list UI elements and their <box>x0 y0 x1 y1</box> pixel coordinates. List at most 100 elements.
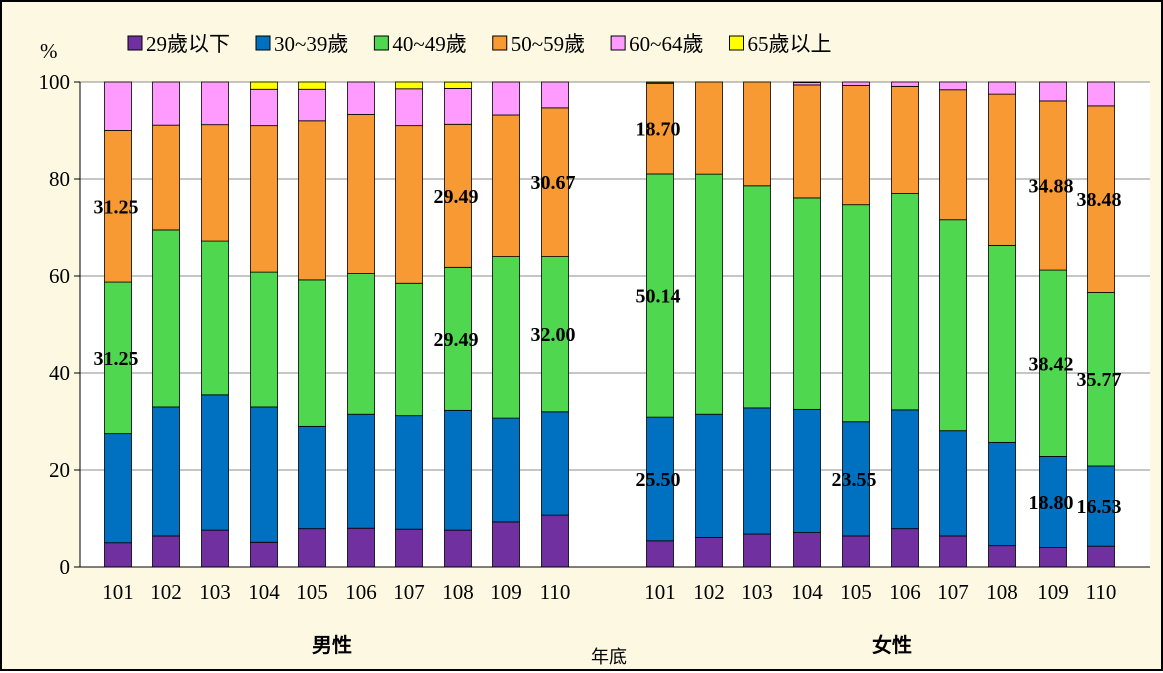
bar-segment-29歲以下 <box>396 529 423 567</box>
bar-segment-60~64歲 <box>989 82 1016 94</box>
legend-label: 40~49歲 <box>392 32 466 56</box>
bar-segment-60~64歲 <box>105 82 132 131</box>
data-label: 16.53 <box>1077 496 1122 518</box>
bar-segment-29歲以下 <box>892 529 919 567</box>
bar-segment-29歲以下 <box>940 536 967 567</box>
bar-segment-29歲以下 <box>445 530 472 567</box>
bar-segment-40~49歲 <box>843 205 870 422</box>
x-tick-label: 109 <box>1037 580 1069 604</box>
data-label: 23.55 <box>832 469 877 491</box>
data-label: 34.88 <box>1029 175 1074 197</box>
legend-label: 65歲以上 <box>748 32 832 56</box>
bar-segment-50~59歲 <box>396 126 423 284</box>
bar-segment-30~39歲 <box>202 395 229 530</box>
bar-segment-30~39歲 <box>445 410 472 530</box>
bar-segment-29歲以下 <box>299 529 326 567</box>
bar-segment-30~39歲 <box>251 407 278 542</box>
bar-segment-65歲以上 <box>396 82 423 89</box>
legend-swatch <box>493 36 507 50</box>
bar-segment-60~64歲 <box>202 82 229 125</box>
x-tick-label: 110 <box>1086 580 1117 604</box>
y-tick-label: 100 <box>39 70 71 94</box>
bar-segment-30~39歲 <box>542 412 569 515</box>
bar-segment-40~49歲 <box>794 198 821 409</box>
y-tick-label: 0 <box>60 555 71 579</box>
bar-segment-40~49歲 <box>396 283 423 415</box>
y-tick-label: 80 <box>49 167 70 191</box>
bar-segment-60~64歲 <box>299 89 326 121</box>
bar-segment-29歲以下 <box>348 528 375 567</box>
bar-segment-40~49歲 <box>251 272 278 407</box>
data-label: 31.25 <box>94 196 139 218</box>
bar-segment-50~59歲 <box>493 115 520 257</box>
bar-segment-60~64歲 <box>445 88 472 124</box>
x-tick-label: 107 <box>937 580 969 604</box>
bar-segment-29歲以下 <box>647 541 674 567</box>
bar-segment-60~64歲 <box>493 82 520 115</box>
legend-label: 50~59歲 <box>511 32 585 56</box>
x-tick-label: 104 <box>791 580 823 604</box>
bar-segment-29歲以下 <box>989 546 1016 567</box>
bar-segment-50~59歲 <box>843 85 870 204</box>
legend-label: 29歲以下 <box>146 32 230 56</box>
bar-segment-60~64歲 <box>892 82 919 86</box>
bar-segment-30~39歲 <box>493 418 520 522</box>
x-tick-label: 104 <box>248 580 280 604</box>
bar-segment-29歲以下 <box>794 533 821 567</box>
bar-segment-50~59歲 <box>202 125 229 241</box>
bar-segment-30~39歲 <box>892 410 919 529</box>
bar-segment-29歲以下 <box>251 542 278 567</box>
bar-segment-40~49歲 <box>892 194 919 410</box>
legend-swatch <box>256 36 270 50</box>
bar-segment-60~64歲 <box>348 82 375 114</box>
bar-segment-60~64歲 <box>153 82 180 125</box>
legend-label: 60~64歲 <box>629 32 703 56</box>
bar-segment-50~59歲 <box>989 94 1016 245</box>
legend-swatch <box>128 36 142 50</box>
x-tick-label: 102 <box>693 580 725 604</box>
bar-segment-30~39歲 <box>153 407 180 536</box>
legend-swatch <box>730 36 744 50</box>
data-label: 18.80 <box>1029 492 1074 514</box>
data-label: 29.49 <box>434 186 479 208</box>
x-tick-label: 103 <box>199 580 231 604</box>
x-tick-label: 102 <box>150 580 182 604</box>
data-label: 18.70 <box>636 119 681 141</box>
bar-segment-50~59歲 <box>696 82 723 174</box>
group-label-male: 男性 <box>312 633 352 657</box>
bar-segment-30~39歲 <box>794 409 821 532</box>
x-tick-label: 106 <box>345 580 377 604</box>
bar-segment-60~64歲 <box>251 89 278 125</box>
bar-segment-50~59歲 <box>299 121 326 280</box>
bar-segment-60~64歲 <box>843 82 870 85</box>
x-axis-label: 年底 <box>591 647 627 668</box>
bar-segment-29歲以下 <box>493 522 520 567</box>
bar-segment-60~64歲 <box>1040 82 1067 101</box>
bar-segment-30~39歲 <box>348 414 375 528</box>
bar-segment-29歲以下 <box>1088 546 1115 567</box>
bar-segment-40~49歲 <box>493 257 520 419</box>
bar-segment-60~64歲 <box>1088 82 1115 106</box>
legend-label: 30~39歲 <box>274 32 348 56</box>
x-tick-label: 105 <box>296 580 328 604</box>
data-label: 31.25 <box>94 348 139 370</box>
bar-segment-50~59歲 <box>153 125 180 230</box>
x-tick-label: 107 <box>393 580 425 604</box>
bar-segment-29歲以下 <box>202 530 229 567</box>
bar-segment-65歲以上 <box>445 82 472 88</box>
data-label: 38.48 <box>1077 189 1122 211</box>
bar-segment-40~49歲 <box>940 220 967 431</box>
data-label: 25.50 <box>636 469 681 491</box>
bar-segment-60~64歲 <box>940 82 967 90</box>
bar-segment-60~64歲 <box>396 89 423 126</box>
bar-segment-40~49歲 <box>153 230 180 407</box>
bar-segment-50~59歲 <box>794 85 821 198</box>
group-label-female: 女性 <box>872 633 912 657</box>
bar-segment-50~59歲 <box>940 90 967 220</box>
x-tick-label: 101 <box>644 580 676 604</box>
data-label: 30.67 <box>531 172 576 194</box>
bar-segment-30~39歲 <box>696 414 723 537</box>
bar-segment-29歲以下 <box>153 536 180 567</box>
bar-segment-40~49歲 <box>202 241 229 395</box>
